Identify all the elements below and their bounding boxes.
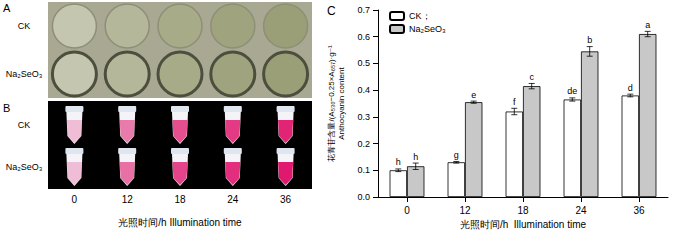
svg-text:光照时间/h Illumination time: 光照时间/h Illumination time bbox=[118, 217, 242, 228]
svg-text:B: B bbox=[3, 102, 10, 114]
svg-text:h: h bbox=[413, 152, 418, 162]
svg-text:CK: CK bbox=[18, 21, 31, 31]
svg-text:Anthocyanin content: Anthocyanin content bbox=[337, 66, 346, 139]
svg-text:d: d bbox=[628, 83, 633, 93]
svg-text:0.0: 0.0 bbox=[357, 192, 370, 202]
svg-text:h: h bbox=[396, 157, 401, 167]
svg-text:0: 0 bbox=[72, 194, 78, 205]
svg-text:24: 24 bbox=[227, 194, 239, 205]
svg-text:18: 18 bbox=[517, 205, 529, 216]
svg-text:12: 12 bbox=[122, 194, 134, 205]
svg-text:Na₂SeO₃: Na₂SeO₃ bbox=[6, 69, 43, 79]
svg-text:CK: CK bbox=[18, 120, 31, 130]
svg-text:CK；: CK； bbox=[409, 11, 431, 21]
svg-text:C: C bbox=[327, 4, 336, 18]
svg-text:花青苷含量/(A₅₃₀−0.25×A₆₅₇)·g⁻¹: 花青苷含量/(A₅₃₀−0.25×A₆₅₇)·g⁻¹ bbox=[327, 45, 336, 161]
svg-text:0.5: 0.5 bbox=[357, 58, 370, 68]
svg-text:光照时间/h Illumination time: 光照时间/h Illumination time bbox=[460, 219, 587, 230]
svg-text:g: g bbox=[454, 150, 459, 160]
svg-text:0.4: 0.4 bbox=[357, 85, 370, 95]
svg-text:12: 12 bbox=[459, 205, 471, 216]
svg-text:0.6: 0.6 bbox=[357, 32, 370, 42]
svg-text:0: 0 bbox=[404, 205, 410, 216]
svg-text:Na₂SeO₃: Na₂SeO₃ bbox=[6, 162, 43, 172]
svg-text:0.2: 0.2 bbox=[357, 139, 370, 149]
svg-text:24: 24 bbox=[575, 205, 587, 216]
svg-text:f: f bbox=[513, 97, 516, 107]
svg-text:0.1: 0.1 bbox=[357, 165, 370, 175]
svg-text:18: 18 bbox=[174, 194, 186, 205]
svg-text:0.7: 0.7 bbox=[357, 5, 370, 15]
svg-text:36: 36 bbox=[633, 205, 645, 216]
svg-text:de: de bbox=[567, 86, 577, 96]
svg-text:Na₂SeO₃: Na₂SeO₃ bbox=[409, 24, 446, 34]
svg-text:a: a bbox=[645, 20, 650, 30]
svg-text:b: b bbox=[587, 35, 592, 45]
svg-text:0.3: 0.3 bbox=[357, 112, 370, 122]
svg-text:A: A bbox=[3, 2, 11, 14]
svg-text:e: e bbox=[471, 90, 476, 100]
svg-text:c: c bbox=[529, 72, 534, 82]
svg-text:36: 36 bbox=[280, 194, 292, 205]
